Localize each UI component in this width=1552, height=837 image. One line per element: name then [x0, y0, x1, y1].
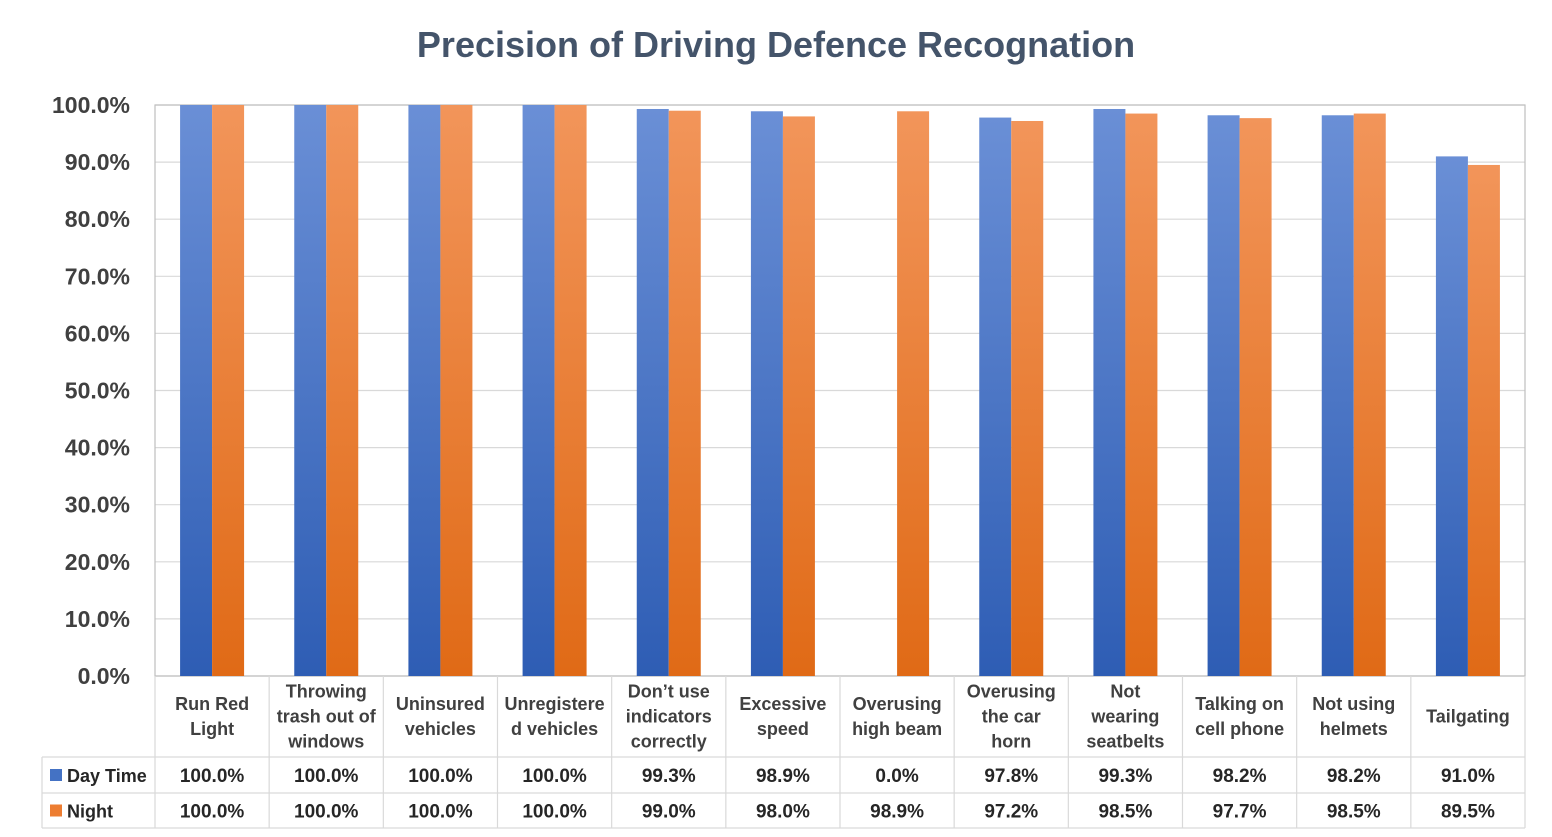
x-tick-label: Overusing [853, 694, 942, 714]
bar-night [668, 110, 701, 676]
y-tick-label: 90.0% [65, 149, 130, 175]
legend-key-night [50, 804, 62, 817]
x-tick-label: helmets [1320, 719, 1388, 739]
x-tick-label: Unregistere [505, 694, 605, 714]
bar-night [1239, 118, 1272, 677]
legend-key-day-time [50, 769, 62, 781]
x-tick-label: indicators [626, 707, 712, 727]
bar-night [1011, 120, 1044, 677]
bar-night [326, 105, 359, 676]
y-tick-label: 10.0% [65, 606, 130, 632]
bar-day-time [1435, 156, 1468, 676]
y-tick-label: 60.0% [65, 320, 130, 346]
data-label: 99.3% [1098, 766, 1152, 787]
data-label: 100.0% [294, 766, 359, 787]
bar-day-time [1207, 115, 1240, 676]
bar-day-time [979, 117, 1012, 676]
data-label: 97.2% [984, 802, 1038, 823]
bar-night [782, 116, 815, 677]
data-label: 100.0% [522, 766, 587, 787]
bar-night [440, 105, 473, 676]
y-tick-label: 70.0% [65, 263, 130, 289]
x-tick-label: cell phone [1195, 719, 1284, 739]
data-label: 100.0% [522, 802, 587, 823]
x-tick-label: Overusing [967, 682, 1056, 702]
data-label: 97.8% [984, 766, 1038, 787]
bar-night [1467, 164, 1500, 676]
data-label: 98.2% [1213, 766, 1267, 787]
data-label: 98.0% [756, 802, 810, 823]
y-tick-label: 100.0% [52, 92, 130, 118]
x-tick-label: Talking on [1195, 694, 1284, 714]
x-tick-label: speed [757, 719, 809, 739]
bar-day-time [1321, 115, 1354, 676]
y-tick-label: 0.0% [78, 663, 130, 689]
x-tick-label: Tailgating [1426, 707, 1510, 727]
data-label: 99.3% [642, 766, 696, 787]
data-label: 100.0% [408, 766, 473, 787]
data-label: 100.0% [180, 802, 245, 823]
x-tick-label: Throwing [286, 682, 367, 702]
bar-day-time [294, 105, 327, 676]
x-tick-label: Not using [1312, 694, 1395, 714]
bar-day-time [1093, 108, 1126, 676]
bar-night [897, 111, 930, 676]
data-label: 98.2% [1327, 766, 1381, 787]
x-tick-label: Uninsured [396, 694, 485, 714]
y-tick-label: 80.0% [65, 206, 130, 232]
x-tick-label: high beam [852, 719, 942, 739]
x-tick-label: Excessive [739, 694, 826, 714]
data-label: 98.5% [1327, 802, 1381, 823]
x-tick-label: seatbelts [1086, 732, 1164, 752]
bar-day-time [636, 108, 669, 676]
x-tick-label: vehicles [405, 719, 476, 739]
data-label: 97.7% [1213, 802, 1267, 823]
data-label: 98.5% [1098, 802, 1152, 823]
data-label: 100.0% [294, 802, 359, 823]
bar-night [554, 105, 587, 676]
bar-night [1125, 113, 1158, 676]
data-label: 91.0% [1441, 766, 1495, 787]
data-label: 100.0% [408, 802, 473, 823]
y-tick-label: 20.0% [65, 549, 130, 575]
bar-day-time [408, 105, 441, 676]
data-label: 0.0% [875, 766, 918, 787]
legend-label: Night [67, 802, 113, 822]
data-label: 99.0% [642, 802, 696, 823]
bar-day-time [750, 111, 783, 676]
y-tick-label: 50.0% [65, 378, 130, 404]
x-tick-label: Don’t use [628, 682, 710, 702]
bar-day-time [522, 105, 555, 676]
y-tick-label: 40.0% [65, 435, 130, 461]
x-tick-label: trash out of [277, 707, 377, 727]
x-tick-label: windows [287, 732, 364, 752]
y-tick-label: 30.0% [65, 492, 130, 518]
x-tick-label: Run Red [175, 694, 249, 714]
chart-title: Precision of Driving Defence Recognation [416, 24, 1136, 65]
x-tick-label: Light [190, 719, 234, 739]
x-tick-label: correctly [631, 732, 707, 752]
bar-day-time [180, 105, 213, 676]
bar-night [212, 105, 245, 676]
data-label: 98.9% [870, 802, 924, 823]
x-tick-label: the car [982, 707, 1041, 727]
data-label: 100.0% [180, 766, 245, 787]
legend-label: Day Time [67, 766, 147, 786]
x-tick-label: Not [1110, 682, 1140, 702]
x-tick-label: horn [991, 732, 1031, 752]
data-label: 89.5% [1441, 802, 1495, 823]
data-label: 98.9% [756, 766, 810, 787]
x-tick-label: wearing [1090, 707, 1159, 727]
bar-night [1353, 113, 1386, 676]
x-tick-label: d vehicles [511, 719, 598, 739]
